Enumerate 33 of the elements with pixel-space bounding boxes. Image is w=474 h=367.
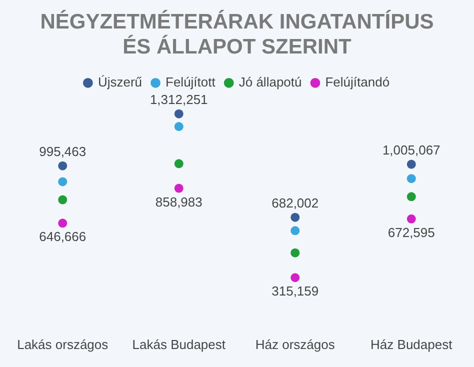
data-label: 646,666	[39, 229, 86, 244]
data-label: 682,002	[272, 195, 319, 210]
point	[406, 174, 416, 184]
data-label: 1,312,251	[150, 92, 208, 107]
x-tick-label: Ház országos	[255, 336, 336, 352]
point	[58, 195, 68, 204]
point	[58, 177, 68, 186]
point	[174, 159, 184, 168]
data-label: 995,463	[39, 144, 86, 159]
point	[174, 122, 184, 132]
point	[290, 248, 300, 258]
data-label: 672,595	[388, 224, 435, 240]
legend-label: Felújított	[166, 74, 216, 90]
point	[290, 212, 300, 222]
legend-label: Újszerű	[98, 74, 142, 90]
x-tick-label: Ház Budapest	[370, 336, 453, 352]
point	[174, 184, 184, 193]
point	[58, 218, 68, 228]
data-label: 315,159	[272, 284, 319, 299]
data-label: 858,983	[155, 194, 202, 210]
point	[406, 160, 416, 169]
point	[174, 109, 184, 118]
point	[58, 161, 68, 170]
point	[290, 226, 300, 236]
x-tick-label: Lakás Budapest	[132, 336, 226, 352]
point	[290, 273, 300, 282]
chart-title: NÉGYZETMÉTERÁRAK INGATANTÍPUS ÉS ÁLLAPOT SZERINT	[40, 9, 434, 59]
data-label: 1,005,067	[382, 142, 440, 158]
legend-label: Felújítandó	[325, 74, 390, 90]
x-tick-label: Lakás országos	[17, 336, 109, 352]
point	[406, 192, 416, 202]
point	[406, 214, 416, 224]
legend-label: Jó állapotú	[238, 74, 302, 90]
